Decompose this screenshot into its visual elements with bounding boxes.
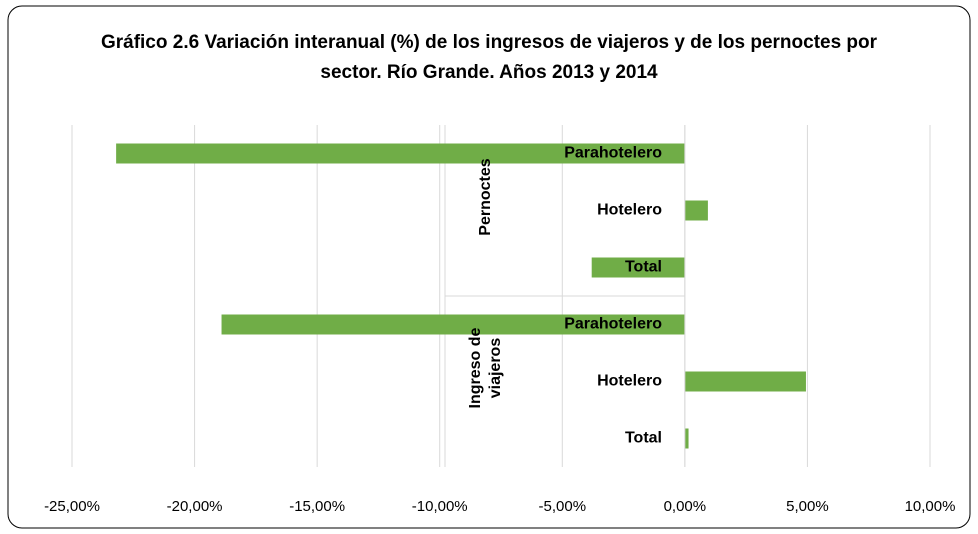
category-label: Hotelero [597,373,662,390]
bar [591,257,685,278]
title-box: Gráfico 2.6 Variación interanual (%) de … [100,32,878,83]
chart-title: Gráfico 2.6 Variación interanual (%) de … [100,32,878,83]
category-label: Parahotelero [564,145,662,162]
x-tick-label: -5,00% [539,498,587,515]
category-label: Parahotelero [564,316,662,333]
category-label: Hotelero [597,202,662,219]
chart-border [7,5,971,529]
x-tick-label: 10,00% [905,498,956,515]
bar [221,314,685,335]
group-label: Ingreso de viajeros [467,327,504,408]
x-tick-label: -15,00% [289,498,345,515]
x-tick-label: -10,00% [412,498,468,515]
x-tick-label: -20,00% [167,498,223,515]
bar [684,428,689,449]
bar [684,200,708,221]
category-label: Total [625,259,662,276]
x-tick-label: 0,00% [664,498,707,515]
category-label: Total [625,430,662,447]
bar [116,143,685,164]
bar [684,371,806,392]
group-label: Pernoctes [477,157,494,236]
x-tick-label: -25,00% [44,498,100,515]
x-tick-label: 5,00% [786,498,829,515]
